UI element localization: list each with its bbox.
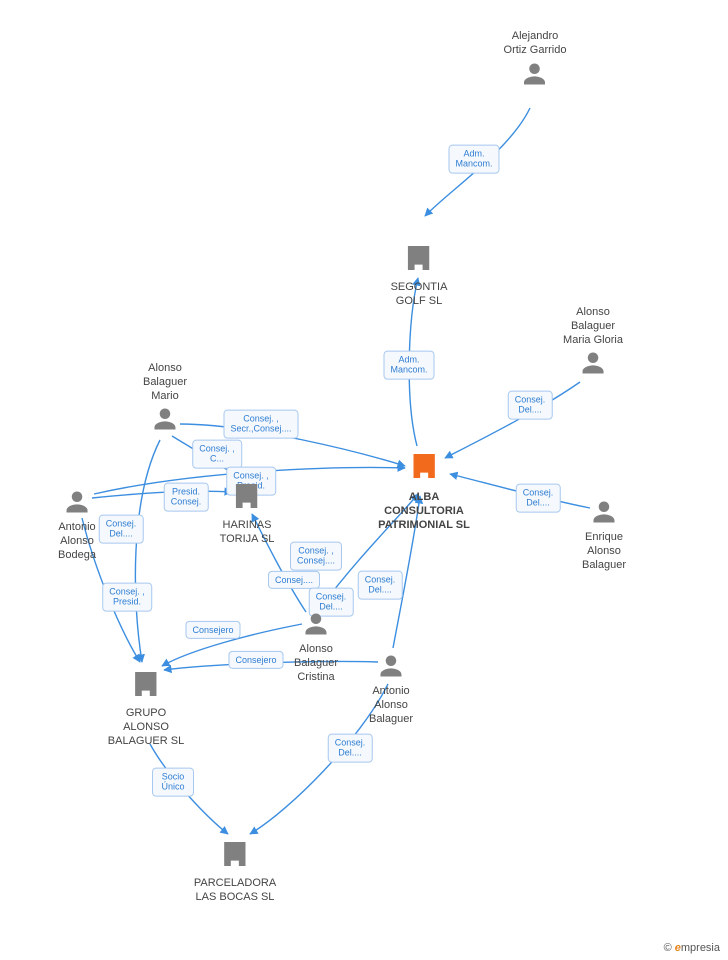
node-gloria[interactable]: Alonso Balaguer Maria Gloria bbox=[563, 306, 623, 382]
node-label: Alonso Balaguer Mario bbox=[143, 362, 187, 403]
edge-label-l_bodega_grupo: Consej. , Presid. bbox=[102, 583, 152, 612]
node-alejandro[interactable]: Alejandro Ortiz Garrido bbox=[504, 30, 567, 93]
node-harinas[interactable]: HARINAS TORIJA SL bbox=[220, 480, 275, 547]
edge-label-l_antbal_alba: Consej. Del.... bbox=[358, 571, 403, 600]
diagram-canvas: Adm. Mancom. Adm. Mancom. Consej. Del.... C… bbox=[0, 0, 728, 960]
edge-label-l_antbal_parc: Consej. Del.... bbox=[328, 734, 373, 763]
node-parceladora[interactable]: PARCELADORA LAS BOCAS SL bbox=[194, 838, 276, 905]
node-cristina[interactable]: Alonso Balaguer Cristina bbox=[294, 610, 338, 686]
node-enrique[interactable]: Enrique Alonso Balaguer bbox=[582, 498, 626, 574]
person-icon bbox=[143, 405, 187, 438]
node-label: ALBA CONSULTORIA PATRIMONIAL SL bbox=[378, 491, 470, 532]
person-icon bbox=[294, 610, 338, 643]
node-label: HARINAS TORIJA SL bbox=[220, 519, 275, 547]
building-icon bbox=[391, 242, 448, 279]
building-main-icon bbox=[378, 450, 470, 487]
node-label: PARCELADORA LAS BOCAS SL bbox=[194, 877, 276, 905]
node-label: Alejandro Ortiz Garrido bbox=[504, 30, 567, 58]
node-label: Alonso Balaguer Maria Gloria bbox=[563, 306, 623, 347]
node-label: Antonio Alonso Bodega bbox=[58, 521, 96, 562]
building-icon bbox=[220, 480, 275, 517]
node-mario[interactable]: Alonso Balaguer Mario bbox=[143, 362, 187, 438]
edge-label-l_enrique_alba: Consej. Del.... bbox=[516, 484, 561, 513]
edge-label-l_cristina_2: Consej.... bbox=[268, 571, 320, 589]
edge-label-l_antbal_grupo: Consejero bbox=[228, 651, 283, 669]
person-icon bbox=[58, 488, 96, 521]
edge-label-l_mario_alba_1: Consej. , Secr.,Consej.... bbox=[223, 410, 298, 439]
copyright: © empresia bbox=[664, 942, 720, 954]
node-antonio_bodega[interactable]: Antonio Alonso Bodega bbox=[58, 488, 96, 564]
edge-label-l_alba_segontia: Adm. Mancom. bbox=[383, 351, 434, 380]
node-segontia[interactable]: SEGONTIA GOLF SL bbox=[391, 242, 448, 309]
node-alba[interactable]: ALBA CONSULTORIA PATRIMONIAL SL bbox=[378, 450, 470, 532]
node-label: Enrique Alonso Balaguer bbox=[582, 531, 626, 572]
building-icon bbox=[194, 838, 276, 875]
node-label: SEGONTIA GOLF SL bbox=[391, 281, 448, 309]
edge-label-l_bodega_2: Consej. Del.... bbox=[99, 515, 144, 544]
edge-label-l_cristina_grupo: Consejero bbox=[185, 621, 240, 639]
copyright-symbol: © bbox=[664, 942, 672, 954]
edge-label-l_gloria_alba: Consej. Del.... bbox=[508, 391, 553, 420]
person-icon bbox=[563, 349, 623, 382]
person-icon bbox=[369, 652, 413, 685]
building-icon bbox=[108, 668, 184, 705]
node-label: Antonio Alonso Balaguer bbox=[369, 685, 413, 726]
node-grupo[interactable]: GRUPO ALONSO BALAGUER SL bbox=[108, 668, 184, 748]
person-icon bbox=[582, 498, 626, 531]
node-label: GRUPO ALONSO BALAGUER SL bbox=[108, 707, 184, 748]
node-antonio_bal[interactable]: Antonio Alonso Balaguer bbox=[369, 652, 413, 728]
edge-label-l_bodega_1: Presid. Consej. bbox=[164, 483, 209, 512]
node-label: Alonso Balaguer Cristina bbox=[294, 643, 338, 684]
edge-label-l_grupo_parc: Socio Único bbox=[152, 768, 194, 797]
copyright-brand-rest: mpresia bbox=[681, 942, 720, 954]
edge-label-l_cristina_1: Consej. , Consej.... bbox=[290, 542, 342, 571]
edge-label-l_mario_alba_2: Consej. , C... bbox=[192, 440, 242, 469]
person-icon bbox=[504, 60, 567, 93]
edge-label-l_alejandro_segontia: Adm. Mancom. bbox=[448, 145, 499, 174]
